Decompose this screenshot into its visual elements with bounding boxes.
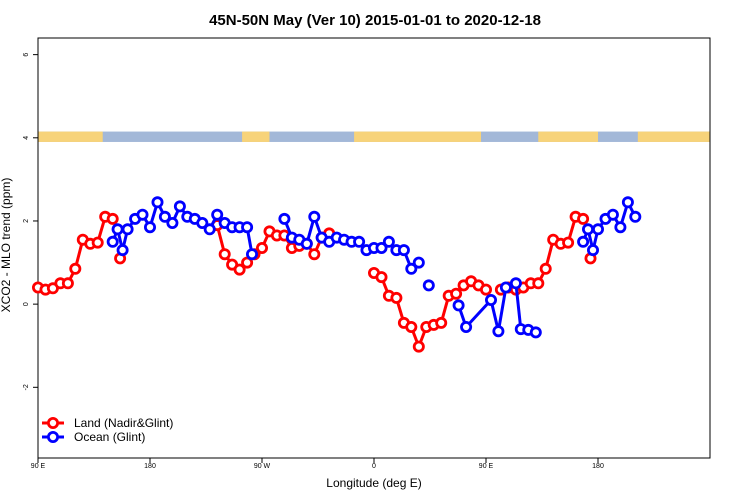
series-ocean <box>106 196 642 339</box>
data-point-land <box>61 277 74 290</box>
x-axis: 90 E 180 90 W 0 90 E 180 <box>31 458 604 470</box>
y-tick-label: 2 <box>23 219 30 223</box>
data-point-ocean <box>121 223 134 236</box>
y-tick-label: 4 <box>23 136 30 140</box>
data-point-ocean <box>606 208 619 221</box>
data-point-ocean <box>241 221 254 234</box>
y-axis: -2 0 2 4 6 <box>23 53 38 390</box>
data-point-ocean <box>245 248 258 261</box>
land-band-segment <box>242 131 270 142</box>
data-point-ocean <box>587 244 600 257</box>
data-point-ocean <box>278 212 291 225</box>
data-point-ocean <box>460 320 473 333</box>
data-point-ocean <box>116 244 129 257</box>
data-point-land <box>218 248 231 261</box>
y-tick-label: -2 <box>23 384 30 390</box>
data-point-land <box>479 283 492 296</box>
data-point-ocean <box>353 235 366 248</box>
data-point-ocean <box>196 216 209 229</box>
data-point-land <box>233 263 246 276</box>
data-point-ocean <box>592 223 605 236</box>
x-tick-label: 180 <box>144 463 156 470</box>
land-band-segment <box>38 131 103 142</box>
data-point-land <box>69 262 82 275</box>
data-point-land <box>390 291 403 304</box>
data-point-ocean <box>422 279 435 292</box>
data-point-ocean <box>211 208 224 221</box>
legend: Land (Nadir&Glint) Ocean (Glint) <box>42 416 173 444</box>
data-point-land <box>562 236 575 249</box>
chart-title: 45N-50N May (Ver 10) 2015-01-01 to 2020-… <box>209 12 541 29</box>
data-point-land <box>241 256 254 269</box>
data-point-ocean <box>405 262 418 275</box>
data-point-ocean <box>452 299 465 312</box>
data-point-land <box>106 212 119 225</box>
data-point-ocean <box>151 196 164 209</box>
x-tick-label: 0 <box>372 463 376 470</box>
data-point-land <box>91 236 104 249</box>
legend-marker-ocean <box>47 430 60 443</box>
data-point-ocean <box>166 216 179 229</box>
data-point-land <box>577 212 590 225</box>
data-point-ocean <box>173 200 186 213</box>
x-tick-label: 90 E <box>31 463 46 470</box>
data-point-land <box>412 340 425 353</box>
y-tick-label: 6 <box>23 53 30 57</box>
data-point-land <box>255 241 268 254</box>
data-point-land <box>308 248 321 261</box>
data-point-land <box>450 287 463 300</box>
x-tick-label: 180 <box>592 463 604 470</box>
data-point-ocean <box>621 196 634 209</box>
land-band-segment <box>538 131 598 142</box>
data-point-ocean <box>529 326 542 339</box>
x-axis-label: Longitude (deg E) <box>326 476 421 490</box>
y-tick-label: 0 <box>23 302 30 306</box>
x-tick-label: 90 E <box>479 463 494 470</box>
data-point-land <box>539 262 552 275</box>
data-point-ocean <box>484 293 497 306</box>
data-point-ocean <box>629 210 642 223</box>
data-point-ocean <box>106 235 119 248</box>
legend-entry-ocean: Ocean (Glint) <box>42 430 145 444</box>
land-mask-band <box>38 131 710 142</box>
data-point-ocean <box>582 223 595 236</box>
legend-marker-land <box>47 416 60 429</box>
data-point-land <box>405 320 418 333</box>
series-layer <box>32 196 642 353</box>
legend-label-land: Land (Nadir&Glint) <box>74 416 173 430</box>
data-point-ocean <box>397 244 410 257</box>
x-tick-label: 90 W <box>254 463 271 470</box>
data-point-ocean <box>614 221 627 234</box>
data-point-land <box>532 277 545 290</box>
data-point-ocean <box>203 223 216 236</box>
legend-label-ocean: Ocean (Glint) <box>74 430 145 444</box>
data-point-ocean <box>143 221 156 234</box>
data-point-land <box>435 316 448 329</box>
data-point-ocean <box>412 256 425 269</box>
land-band-segment <box>354 131 482 142</box>
data-point-ocean <box>577 235 590 248</box>
data-point-ocean <box>136 208 149 221</box>
data-point-ocean <box>499 281 512 294</box>
land-band-segment <box>637 131 710 142</box>
data-point-ocean <box>300 237 313 250</box>
y-axis-label: XCO2 - MLO trend (ppm) <box>0 178 13 313</box>
data-point-ocean <box>111 223 124 236</box>
data-point-ocean <box>158 210 171 223</box>
data-point-ocean <box>308 210 321 223</box>
data-point-ocean <box>382 235 395 248</box>
data-point-land <box>375 271 388 284</box>
legend-entry-land: Land (Nadir&Glint) <box>42 416 173 430</box>
data-point-ocean <box>375 241 388 254</box>
data-point-ocean <box>509 277 522 290</box>
data-point-ocean <box>492 325 505 338</box>
